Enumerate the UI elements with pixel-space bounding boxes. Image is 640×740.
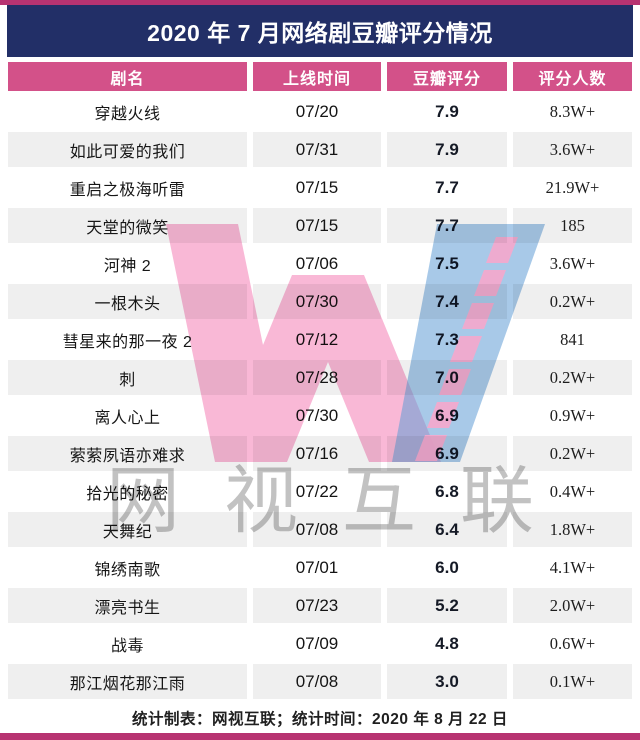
column-header-rating: 豆瓣评分 xyxy=(387,62,507,91)
air-date-cell: 07/31 xyxy=(253,132,381,167)
drama-name-cell: 如此可爱的我们 xyxy=(8,132,247,167)
air-date-cell: 07/12 xyxy=(253,322,381,357)
voter-count-cell: 0.2W+ xyxy=(513,436,632,471)
air-date-cell: 07/23 xyxy=(253,588,381,623)
voter-count-cell: 0.2W+ xyxy=(513,284,632,319)
table-row: 如此可爱的我们 07/31 7.9 3.6W+ xyxy=(8,132,632,167)
drama-name-cell: 重启之极海听雷 xyxy=(8,170,247,205)
top-accent-bar xyxy=(0,0,640,5)
air-date-cell: 07/28 xyxy=(253,360,381,395)
table-row: 萦萦夙语亦难求 07/16 6.9 0.2W+ xyxy=(8,436,632,471)
drama-name-cell: 刺 xyxy=(8,360,247,395)
voter-count-cell: 0.4W+ xyxy=(513,474,632,509)
footer-caption: 统计制表：网视互联；统计时间：2020 年 8 月 22 日 xyxy=(132,711,508,728)
rating-cell: 7.3 xyxy=(387,322,507,357)
rating-cell: 7.9 xyxy=(387,94,507,129)
air-date-cell: 07/20 xyxy=(253,94,381,129)
table-row: 天舞纪 07/08 6.4 1.8W+ xyxy=(8,512,632,547)
drama-name-cell: 锦绣南歌 xyxy=(8,550,247,585)
air-date-cell: 07/30 xyxy=(253,284,381,319)
table-row: 离人心上 07/30 6.9 0.9W+ xyxy=(8,398,632,433)
drama-name-cell: 天舞纪 xyxy=(8,512,247,547)
table-row: 河神 2 07/06 7.5 3.6W+ xyxy=(8,246,632,281)
drama-name-cell: 穿越火线 xyxy=(8,94,247,129)
drama-name-cell: 天堂的微笑 xyxy=(8,208,247,243)
ratings-table: 剧名 上线时间 豆瓣评分 评分人数 穿越火线 07/20 7.9 8.3W+ 如… xyxy=(2,59,638,702)
rating-cell: 6.4 xyxy=(387,512,507,547)
rating-cell: 7.7 xyxy=(387,208,507,243)
drama-name-cell: 战毒 xyxy=(8,626,247,661)
rating-cell: 7.0 xyxy=(387,360,507,395)
rating-cell: 7.5 xyxy=(387,246,507,281)
air-date-cell: 07/16 xyxy=(253,436,381,471)
table-row: 刺 07/28 7.0 0.2W+ xyxy=(8,360,632,395)
drama-name-cell: 拾光的秘密 xyxy=(8,474,247,509)
voter-count-cell: 0.1W+ xyxy=(513,664,632,699)
header-row: 剧名 上线时间 豆瓣评分 评分人数 xyxy=(8,62,632,91)
voter-count-cell: 0.6W+ xyxy=(513,626,632,661)
voter-count-cell: 3.6W+ xyxy=(513,246,632,281)
table-row: 那江烟花那江雨 07/08 3.0 0.1W+ xyxy=(8,664,632,699)
rating-cell: 7.9 xyxy=(387,132,507,167)
column-header-voters: 评分人数 xyxy=(513,62,632,91)
table-row: 一根木头 07/30 7.4 0.2W+ xyxy=(8,284,632,319)
page-title: 2020 年 7 月网络剧豆瓣评分情况 xyxy=(147,20,493,46)
drama-name-cell: 离人心上 xyxy=(8,398,247,433)
table-row: 天堂的微笑 07/15 7.7 185 xyxy=(8,208,632,243)
rating-cell: 6.8 xyxy=(387,474,507,509)
rating-cell: 6.9 xyxy=(387,398,507,433)
voter-count-cell: 3.6W+ xyxy=(513,132,632,167)
column-header-name: 剧名 xyxy=(8,62,247,91)
rating-cell: 3.0 xyxy=(387,664,507,699)
rating-cell: 6.9 xyxy=(387,436,507,471)
air-date-cell: 07/09 xyxy=(253,626,381,661)
title-bar: 2020 年 7 月网络剧豆瓣评分情况 xyxy=(7,5,633,57)
drama-name-cell: 彗星来的那一夜 2 xyxy=(8,322,247,357)
table-row: 彗星来的那一夜 2 07/12 7.3 841 xyxy=(8,322,632,357)
table-row: 锦绣南歌 07/01 6.0 4.1W+ xyxy=(8,550,632,585)
rating-cell: 7.7 xyxy=(387,170,507,205)
voter-count-cell: 21.9W+ xyxy=(513,170,632,205)
table-row: 漂亮书生 07/23 5.2 2.0W+ xyxy=(8,588,632,623)
table-row: 战毒 07/09 4.8 0.6W+ xyxy=(8,626,632,661)
voter-count-cell: 185 xyxy=(513,208,632,243)
rating-cell: 7.4 xyxy=(387,284,507,319)
table-row: 重启之极海听雷 07/15 7.7 21.9W+ xyxy=(8,170,632,205)
air-date-cell: 07/30 xyxy=(253,398,381,433)
drama-name-cell: 漂亮书生 xyxy=(8,588,247,623)
voter-count-cell: 1.8W+ xyxy=(513,512,632,547)
air-date-cell: 07/01 xyxy=(253,550,381,585)
voter-count-cell: 0.9W+ xyxy=(513,398,632,433)
drama-name-cell: 萦萦夙语亦难求 xyxy=(8,436,247,471)
voter-count-cell: 841 xyxy=(513,322,632,357)
rating-cell: 5.2 xyxy=(387,588,507,623)
rating-cell: 6.0 xyxy=(387,550,507,585)
air-date-cell: 07/08 xyxy=(253,512,381,547)
air-date-cell: 07/06 xyxy=(253,246,381,281)
rating-cell: 4.8 xyxy=(387,626,507,661)
voter-count-cell: 2.0W+ xyxy=(513,588,632,623)
drama-name-cell: 那江烟花那江雨 xyxy=(8,664,247,699)
drama-name-cell: 河神 2 xyxy=(8,246,247,281)
air-date-cell: 07/15 xyxy=(253,208,381,243)
bottom-accent-bar xyxy=(0,733,640,740)
air-date-cell: 07/22 xyxy=(253,474,381,509)
table-row: 穿越火线 07/20 7.9 8.3W+ xyxy=(8,94,632,129)
voter-count-cell: 4.1W+ xyxy=(513,550,632,585)
air-date-cell: 07/08 xyxy=(253,664,381,699)
column-header-date: 上线时间 xyxy=(253,62,381,91)
air-date-cell: 07/15 xyxy=(253,170,381,205)
voter-count-cell: 8.3W+ xyxy=(513,94,632,129)
table-row: 拾光的秘密 07/22 6.8 0.4W+ xyxy=(8,474,632,509)
drama-name-cell: 一根木头 xyxy=(8,284,247,319)
voter-count-cell: 0.2W+ xyxy=(513,360,632,395)
